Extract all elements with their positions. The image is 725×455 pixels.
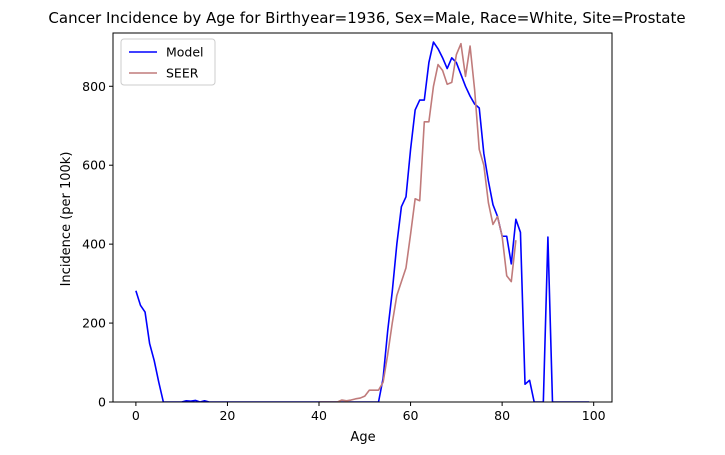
x-tick-label: 80 (494, 408, 510, 423)
x-tick-label: 60 (403, 408, 419, 423)
x-tick-label: 0 (132, 408, 140, 423)
x-axis: 0 20 40 60 80 100 (132, 402, 606, 423)
y-tick-label: 600 (82, 158, 106, 173)
x-tick-label: 20 (219, 408, 235, 423)
series-line-seer (319, 42, 517, 402)
series-line-model (135, 41, 590, 402)
legend: Model SEER (120, 38, 216, 86)
plot-area (112, 32, 613, 403)
chart-title: Cancer Incidence by Age for Birthyear=19… (48, 9, 685, 27)
y-tick-label: 200 (82, 316, 106, 331)
y-tick-label: 400 (82, 237, 106, 252)
y-axis-label: Incidence (per 100k) (59, 152, 74, 287)
y-axis: 0 200 400 600 800 (82, 79, 113, 410)
y-tick-label: 0 (98, 395, 106, 410)
y-tick-label: 800 (82, 79, 106, 94)
plot-frame (112, 32, 613, 403)
x-tick-label: 100 (582, 408, 606, 423)
legend-label-seer: SEER (166, 66, 199, 81)
x-axis-label: Age (350, 430, 375, 445)
legend-label-model: Model (166, 45, 204, 60)
x-tick-label: 40 (311, 408, 327, 423)
